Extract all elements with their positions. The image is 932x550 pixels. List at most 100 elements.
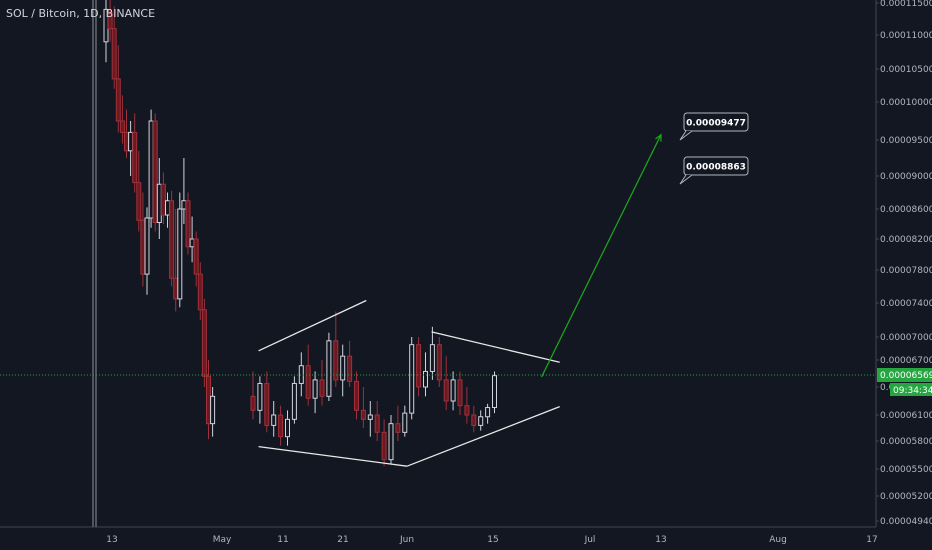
pattern-line-lower-left[interactable]	[258, 445, 408, 467]
candle-body	[416, 344, 422, 388]
candle-body	[423, 370, 428, 388]
price-tick-label: 0.00006100	[880, 411, 932, 421]
price-tick-label: 0.00004940	[880, 517, 932, 527]
candle-body	[250, 395, 256, 411]
candle-body	[124, 131, 129, 152]
candle-body	[395, 423, 401, 433]
candle-body	[185, 200, 191, 248]
time-tick-label: 13	[655, 535, 666, 545]
callout-box	[683, 112, 749, 132]
price-axis-bg	[876, 0, 932, 550]
candle-body	[298, 365, 304, 384]
diamond-pattern[interactable]	[258, 299, 560, 467]
candle-body	[333, 340, 339, 381]
candle-body	[374, 414, 380, 433]
candle-body	[319, 379, 325, 397]
candle-body	[128, 131, 134, 152]
candle-body	[340, 355, 346, 381]
price-annotations[interactable]: 0.00009477 0.00008863	[679, 112, 749, 185]
candle-body	[326, 340, 332, 397]
candle-bodies	[103, 8, 497, 461]
candle-body	[210, 395, 216, 425]
price-tick-label: 0.00006700	[880, 356, 932, 366]
session-separators	[92, 0, 97, 527]
candle-body	[492, 375, 497, 409]
candle-body	[464, 405, 470, 416]
time-tick-label: 13	[106, 535, 117, 545]
pattern-line-upper-right[interactable]	[431, 331, 560, 363]
candle-body	[429, 344, 435, 372]
price-tick-label: 0.00009500	[880, 136, 932, 146]
price-tick-label: 0.00007000	[880, 333, 932, 343]
price-callout-0[interactable]: 0.00009477	[679, 112, 749, 141]
candle-body	[347, 355, 353, 382]
candle-body	[285, 418, 290, 438]
candle-body	[201, 309, 207, 377]
last-price-badge	[877, 368, 932, 382]
candle-body	[388, 423, 394, 461]
time-tick-label: Aug	[769, 535, 787, 545]
time-axis[interactable]: 13 May 11 21 Jun 15 Jul 13 Aug 17	[0, 526, 878, 545]
candle-body	[173, 277, 179, 300]
candle-body	[443, 379, 449, 402]
candle-body	[206, 375, 211, 425]
candle-body	[156, 183, 162, 223]
candle-body	[177, 208, 183, 300]
price-tick-label: 0.00005800	[880, 437, 932, 447]
time-tick-label: Jul	[584, 535, 596, 545]
price-tick-label: 0.00007400	[880, 299, 932, 309]
candle-body	[148, 120, 154, 219]
price-tick-label: 0.00005500	[880, 465, 932, 475]
pattern-line-upper-left[interactable]	[258, 299, 367, 352]
projection-line[interactable]	[540, 134, 662, 378]
candle-body	[264, 382, 270, 426]
price-tick-label: 0.00011000	[880, 31, 932, 41]
last-price-value: 0.00006569	[880, 371, 932, 381]
candle-body	[485, 407, 491, 418]
candle-body	[189, 238, 195, 248]
candle-body	[450, 379, 456, 402]
countdown-value: 09:34:34	[893, 386, 932, 396]
candle-body	[160, 183, 166, 216]
pattern-line-lower-right[interactable]	[406, 405, 560, 467]
symbol-label: SOL / Bitcoin, 1D, BINANCE	[6, 7, 156, 20]
price-tick-label: 0.00011500	[880, 0, 932, 9]
price-tick-label: 0.00010500	[880, 65, 932, 75]
candle-body	[169, 200, 175, 279]
candle-body	[471, 414, 477, 426]
candle-body	[181, 200, 187, 210]
price-axis[interactable]: 0.00011500 0.00011000 0.00010500 0.00010000…	[875, 0, 932, 550]
price-tick-label: 0.00010000	[880, 98, 932, 108]
price-tick-label: 0.00007800	[880, 266, 932, 276]
price-callout-1[interactable]: 0.00008863	[679, 156, 749, 185]
candle-body	[291, 382, 297, 420]
last-price-badges: 0.00006569 09:34:34	[877, 368, 932, 396]
candle-body	[119, 120, 125, 133]
candle-body	[107, 12, 113, 30]
price-tick-label: 0.00009000	[880, 172, 932, 182]
callout-label: 0.00008863	[686, 163, 746, 173]
price-tick-label: 0.00008200	[880, 235, 932, 245]
countdown-badge	[890, 383, 932, 396]
candle-body	[132, 131, 138, 184]
callout-box	[683, 156, 749, 176]
candle-body	[367, 414, 373, 420]
candle-body	[478, 416, 484, 426]
time-tick-label: May	[213, 535, 232, 545]
candle-body	[193, 238, 199, 275]
projection-arrow[interactable]	[540, 133, 662, 378]
callout-label: 0.00009477	[686, 119, 746, 129]
candle-body	[381, 431, 387, 461]
candle-body	[354, 380, 359, 411]
candle-body	[278, 414, 284, 438]
candle-body	[312, 379, 318, 399]
candle-body	[144, 217, 150, 275]
callout-pointer	[679, 174, 693, 185]
time-tick-label: 11	[277, 535, 288, 545]
candle-body	[152, 120, 158, 223]
candle-body	[136, 182, 142, 221]
candle-body	[257, 382, 263, 411]
candle-body	[271, 414, 277, 426]
